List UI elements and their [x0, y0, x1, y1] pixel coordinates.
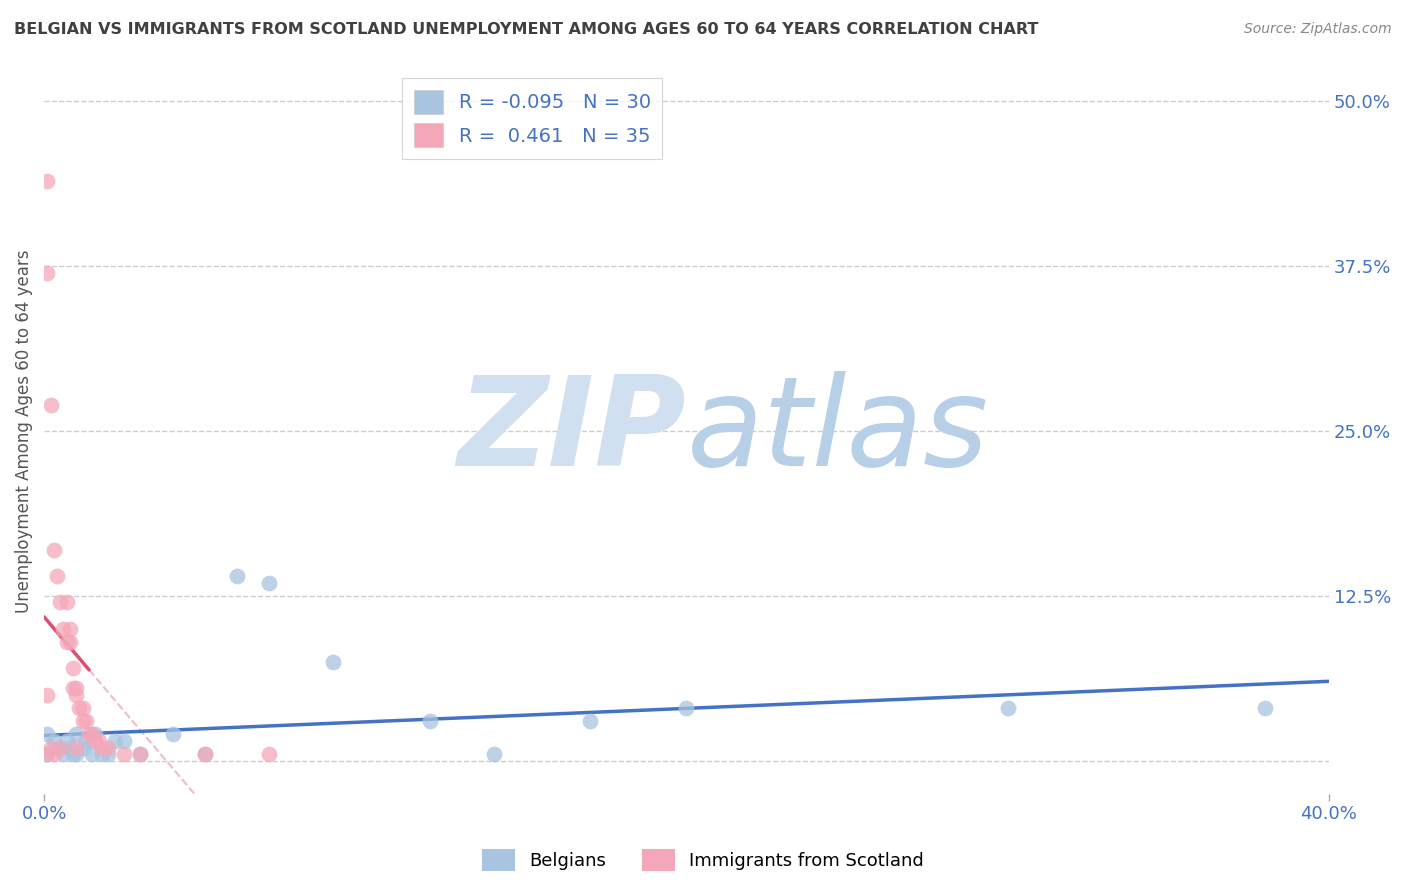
Point: [59, 740, 82, 755]
Point: [62, 747, 84, 761]
Point: [225, 569, 247, 583]
Text: Source: ZipAtlas.com: Source: ZipAtlas.com: [1244, 22, 1392, 37]
Point: [82, 727, 104, 741]
Point: [39, 740, 62, 755]
Point: [39, 398, 62, 412]
Point: [77, 727, 100, 741]
Point: [42, 734, 65, 748]
Point: [1253, 701, 1275, 715]
Point: [129, 747, 152, 761]
Point: [90, 747, 112, 761]
Point: [62, 681, 84, 696]
Point: [69, 701, 91, 715]
Point: [257, 575, 280, 590]
Point: [997, 701, 1019, 715]
Point: [55, 635, 77, 649]
Point: [72, 714, 94, 728]
Point: [52, 622, 75, 636]
Point: [112, 734, 135, 748]
Point: [55, 734, 77, 748]
Legend: R = -0.095   N = 30, R =  0.461   N = 35: R = -0.095 N = 30, R = 0.461 N = 35: [402, 78, 662, 159]
Point: [75, 714, 97, 728]
Point: [194, 747, 217, 761]
Text: BELGIAN VS IMMIGRANTS FROM SCOTLAND UNEMPLOYMENT AMONG AGES 60 TO 64 YEARS CORRE: BELGIAN VS IMMIGRANTS FROM SCOTLAND UNEM…: [14, 22, 1039, 37]
Point: [72, 701, 94, 715]
Point: [84, 727, 107, 741]
Point: [97, 747, 120, 761]
Y-axis label: Unemployment Among Ages 60 to 64 years: Unemployment Among Ages 60 to 64 years: [15, 250, 32, 613]
Point: [49, 740, 72, 755]
Point: [194, 747, 217, 761]
Point: [129, 747, 152, 761]
Point: [59, 635, 82, 649]
Point: [72, 740, 94, 755]
Point: [65, 688, 87, 702]
Point: [90, 740, 112, 755]
Point: [46, 569, 69, 583]
Legend: Belgians, Immigrants from Scotland: Belgians, Immigrants from Scotland: [475, 842, 931, 879]
Point: [55, 595, 77, 609]
Point: [87, 734, 110, 748]
Point: [37, 266, 59, 280]
Point: [37, 747, 59, 761]
Point: [65, 727, 87, 741]
Point: [257, 747, 280, 761]
Point: [59, 622, 82, 636]
Point: [49, 595, 72, 609]
Point: [322, 655, 344, 669]
Point: [675, 701, 697, 715]
Point: [65, 681, 87, 696]
Text: atlas: atlas: [686, 370, 988, 491]
Point: [65, 747, 87, 761]
Point: [162, 727, 184, 741]
Point: [52, 747, 75, 761]
Text: ZIP: ZIP: [458, 370, 686, 491]
Point: [42, 542, 65, 557]
Point: [62, 661, 84, 675]
Point: [84, 734, 107, 748]
Point: [418, 714, 440, 728]
Point: [97, 740, 120, 755]
Point: [49, 740, 72, 755]
Point: [104, 734, 127, 748]
Point: [579, 714, 602, 728]
Point: [112, 747, 135, 761]
Point: [37, 747, 59, 761]
Point: [65, 740, 87, 755]
Point: [42, 747, 65, 761]
Point: [482, 747, 505, 761]
Point: [82, 747, 104, 761]
Point: [75, 734, 97, 748]
Point: [37, 727, 59, 741]
Point: [37, 688, 59, 702]
Point: [37, 173, 59, 187]
